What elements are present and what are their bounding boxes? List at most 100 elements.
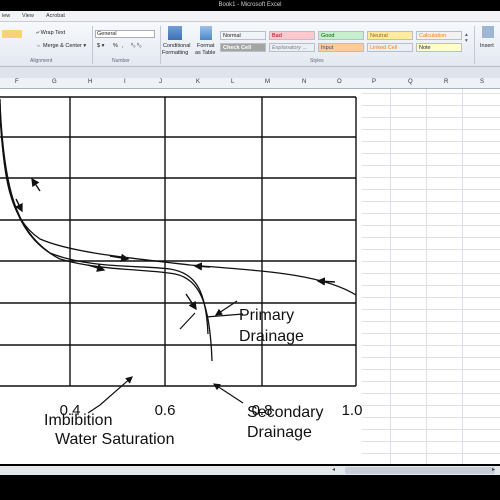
style-explanatory[interactable]: Explanatory ... [269,43,315,52]
style-linked-cell[interactable]: Linked Cell [367,43,413,52]
format-as-table-sub[interactable]: as Table [195,50,216,56]
style-note[interactable]: Note [416,43,462,52]
percent-button[interactable]: % [113,43,118,49]
conditional-formatting-sub[interactable]: Formatting [162,50,189,56]
group-number: Number [112,58,130,64]
arrow-imb-2 [15,198,23,213]
decimal-icon[interactable]: ⁰₀ ⁰₀ [131,43,142,49]
gridline [362,441,500,442]
gridline [462,89,463,464]
column-headers: F G H I J K L M N O P Q R S [0,78,500,89]
annotation-secondary-drainage: Drainage [247,424,312,441]
align-left-icon[interactable] [2,30,22,38]
x-tick-label: 0.6 [155,402,176,419]
col-header[interactable]: K [196,79,201,85]
leader-primary-3 [205,313,244,318]
tab-review[interactable]: iew [2,13,11,19]
style-check-cell[interactable]: Check Cell [220,43,266,52]
col-header[interactable]: R [444,79,449,85]
style-label: Good [321,33,335,39]
currency-icon: $ [97,43,101,49]
format-as-table-icon[interactable] [200,26,212,40]
annotation-imbibition: Imbibition [44,412,112,429]
style-label: Explanatory ... [272,45,308,51]
col-header[interactable]: Q [408,79,413,85]
chart-arrows [15,177,336,414]
gridline [362,93,500,94]
style-label: Check Cell [223,45,252,51]
gridline [362,285,500,286]
col-header[interactable]: G [52,79,57,85]
gridline [362,153,500,154]
styles-scroll-icon[interactable]: ▴ ▾ [465,32,468,44]
comma-button[interactable]: , [122,43,124,49]
style-label: Linked Cell [370,45,398,51]
gridline [362,333,500,334]
insert-button[interactable]: Insert [480,43,494,49]
gridline [362,177,500,178]
x-tick-label: 0.4 [60,402,81,419]
style-neutral[interactable]: Neutral [367,31,413,40]
wrap-text-button[interactable]: ⤶ Wrap Text [36,30,65,37]
chart-grid [0,96,357,387]
gridline [362,249,500,250]
gridline [362,213,500,214]
gridline [362,117,500,118]
window-title: Book1 - Microsoft Excel [0,0,500,11]
col-header[interactable]: H [88,79,93,85]
group-alignment: Alignment [30,58,53,64]
gridline [362,237,500,238]
number-format-select[interactable]: General [95,30,155,38]
col-header[interactable]: L [231,79,235,85]
leader-secondary [212,383,244,404]
number-format-value: General [97,31,117,37]
scroll-left-icon[interactable]: ◂ [332,467,336,473]
format-as-table-label[interactable]: Format [197,43,215,49]
currency-button[interactable]: $ ▾ [97,43,105,49]
tab-acrobat[interactable]: Acrobat [46,13,65,19]
leader-imbibition-2 [87,404,101,414]
annotation-primary: Primary [239,307,294,324]
merge-icon: ⇔ [36,43,44,49]
col-header[interactable]: I [124,79,126,85]
imbibition-curve [0,113,213,362]
conditional-formatting-icon[interactable] [168,26,182,40]
style-label: Note [419,45,431,51]
style-good[interactable]: Good [318,31,364,40]
gridline [362,429,500,430]
scroll-right-icon[interactable]: ▸ [492,467,496,473]
gridline [362,297,500,298]
divider [92,26,93,64]
scrollbar-thumb[interactable] [345,467,495,474]
style-normal[interactable]: Normal [220,31,266,40]
gridline [426,89,427,464]
gridline [362,369,500,370]
col-header[interactable]: J [159,79,162,85]
divider [474,26,475,64]
style-input[interactable]: Input [318,43,364,52]
insert-icon[interactable] [482,26,494,38]
gridline [362,309,500,310]
style-bad[interactable]: Bad [269,31,315,40]
x-tick-label: 1.0 [342,402,362,419]
gridline [362,165,500,166]
col-header[interactable]: O [337,79,342,85]
capillary-pressure-chart[interactable]: 0.4 0.6 0.8 1.0 Primary Drainage Secondary … [0,89,362,464]
style-calculation[interactable]: Calculation [416,31,462,40]
conditional-formatting-label[interactable]: Conditional [163,43,191,49]
col-header[interactable]: F [15,79,19,85]
merge-center-button[interactable]: ⇔ Merge & Center ▾ [36,43,87,49]
horizontal-scrollbar[interactable]: ◂ ▸ [0,466,500,475]
style-label: Neutral [370,33,388,39]
col-header[interactable]: S [480,79,485,85]
col-header[interactable]: N [302,79,307,85]
gridline [362,417,500,418]
tab-view[interactable]: View [22,13,34,19]
gridline [362,273,500,274]
gridline [390,89,391,464]
ribbon: ⤶ Wrap Text ⇔ Merge & Center ▾ Alignment… [0,22,500,67]
wrap-text-label: Wrap Text [40,30,66,36]
col-header[interactable]: M [265,79,270,85]
col-header[interactable]: P [372,79,377,85]
style-label: Calculation [419,33,447,39]
